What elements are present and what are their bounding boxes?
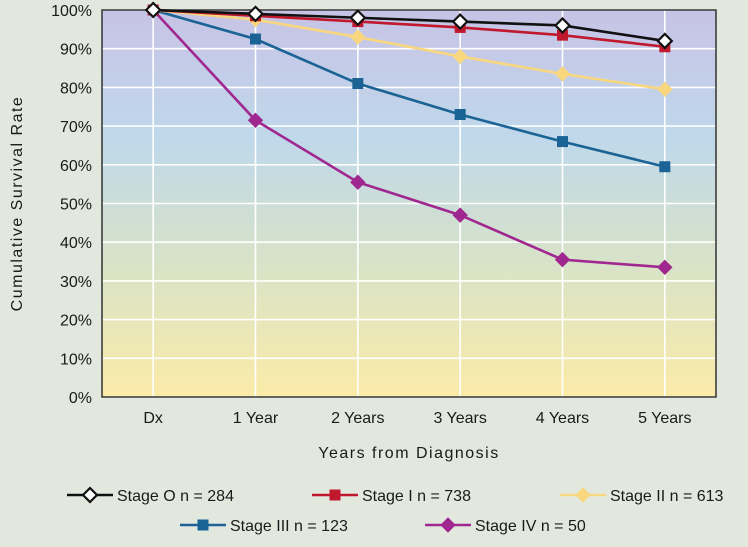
legend-swatch-marker xyxy=(329,489,341,501)
data-point xyxy=(657,259,673,276)
series-stage-o xyxy=(144,1,674,50)
x-tick-label: 2 Years xyxy=(331,410,384,427)
data-point xyxy=(557,29,568,41)
y-tick-label: 10% xyxy=(60,351,92,368)
legend-swatch-marker xyxy=(440,517,456,533)
series-line xyxy=(152,8,666,168)
data-point xyxy=(553,16,572,35)
series-line xyxy=(152,9,665,269)
data-point xyxy=(452,207,468,223)
series-line xyxy=(153,8,665,49)
y-tick-label: 30% xyxy=(60,274,92,291)
legend-item: Stage III n = 123 xyxy=(180,518,348,535)
y-tick-label: 80% xyxy=(60,80,92,97)
data-point xyxy=(144,1,162,19)
data-point xyxy=(246,5,265,23)
y-tick-label: 0% xyxy=(69,390,92,407)
y-axis-label: Cumulative Survival Rate xyxy=(9,96,26,312)
legend-item: Stage O n = 284 xyxy=(67,486,234,505)
data-point xyxy=(657,81,673,98)
x-tick-labels: Dx 1 Year 2 Years 3 Years 4 Years 5 Years xyxy=(143,410,691,427)
legend-swatch-marker xyxy=(197,519,209,531)
legend-item: Stage II n = 613 xyxy=(560,487,724,505)
data-point xyxy=(247,112,264,129)
legend-label: Stage O n = 284 xyxy=(117,488,234,505)
plot-border xyxy=(101,9,717,398)
legend-label: Stage I n = 738 xyxy=(362,488,471,505)
legend-label: Stage II n = 613 xyxy=(610,488,724,505)
data-point xyxy=(554,251,571,268)
series xyxy=(144,1,674,276)
y-tick-label: 90% xyxy=(60,42,92,59)
y-tick-label: 20% xyxy=(60,313,92,330)
data-point xyxy=(454,108,466,120)
legend: Stage O n = 284 Stage I n = 738 Stage II n… xyxy=(67,486,724,535)
series-stage-ii xyxy=(145,2,673,98)
legend-item: Stage IV n = 50 xyxy=(425,517,586,535)
y-tick-label: 60% xyxy=(60,158,92,175)
x-tick-label: Dx xyxy=(143,410,163,427)
x-tick-label: 4 Years xyxy=(536,410,589,427)
x-tick-label: 3 Years xyxy=(433,410,486,427)
data-point xyxy=(451,13,469,31)
data-point xyxy=(350,174,366,190)
series-line xyxy=(153,8,666,91)
legend-swatch-marker xyxy=(81,486,99,504)
legend-item: Stage I n = 738 xyxy=(312,488,471,505)
data-point xyxy=(352,78,364,90)
legend-label: Stage IV n = 50 xyxy=(475,518,586,535)
data-point xyxy=(452,48,468,65)
data-point xyxy=(656,32,674,50)
x-axis-label: Years from Diagnosis xyxy=(318,445,499,462)
y-tick-label: 50% xyxy=(60,197,92,214)
data-point xyxy=(350,29,366,45)
x-tick-label: 1 Year xyxy=(233,410,279,427)
data-point xyxy=(554,66,571,82)
legend-swatch-marker xyxy=(575,487,591,503)
data-point xyxy=(659,161,671,173)
data-point xyxy=(557,136,568,148)
y-tick-labels: 0% 10% 20% 30% 40% 50% 60% 70% 80% 90% 100% xyxy=(51,3,92,407)
y-tick-label: 70% xyxy=(60,119,92,136)
x-tick-label: 5 Years xyxy=(638,410,691,427)
y-tick-label: 40% xyxy=(60,235,92,252)
series-line xyxy=(153,8,666,43)
y-tick-label: 100% xyxy=(51,3,92,20)
data-point xyxy=(250,33,261,45)
legend-label: Stage III n = 123 xyxy=(230,518,348,535)
data-point xyxy=(349,9,367,27)
